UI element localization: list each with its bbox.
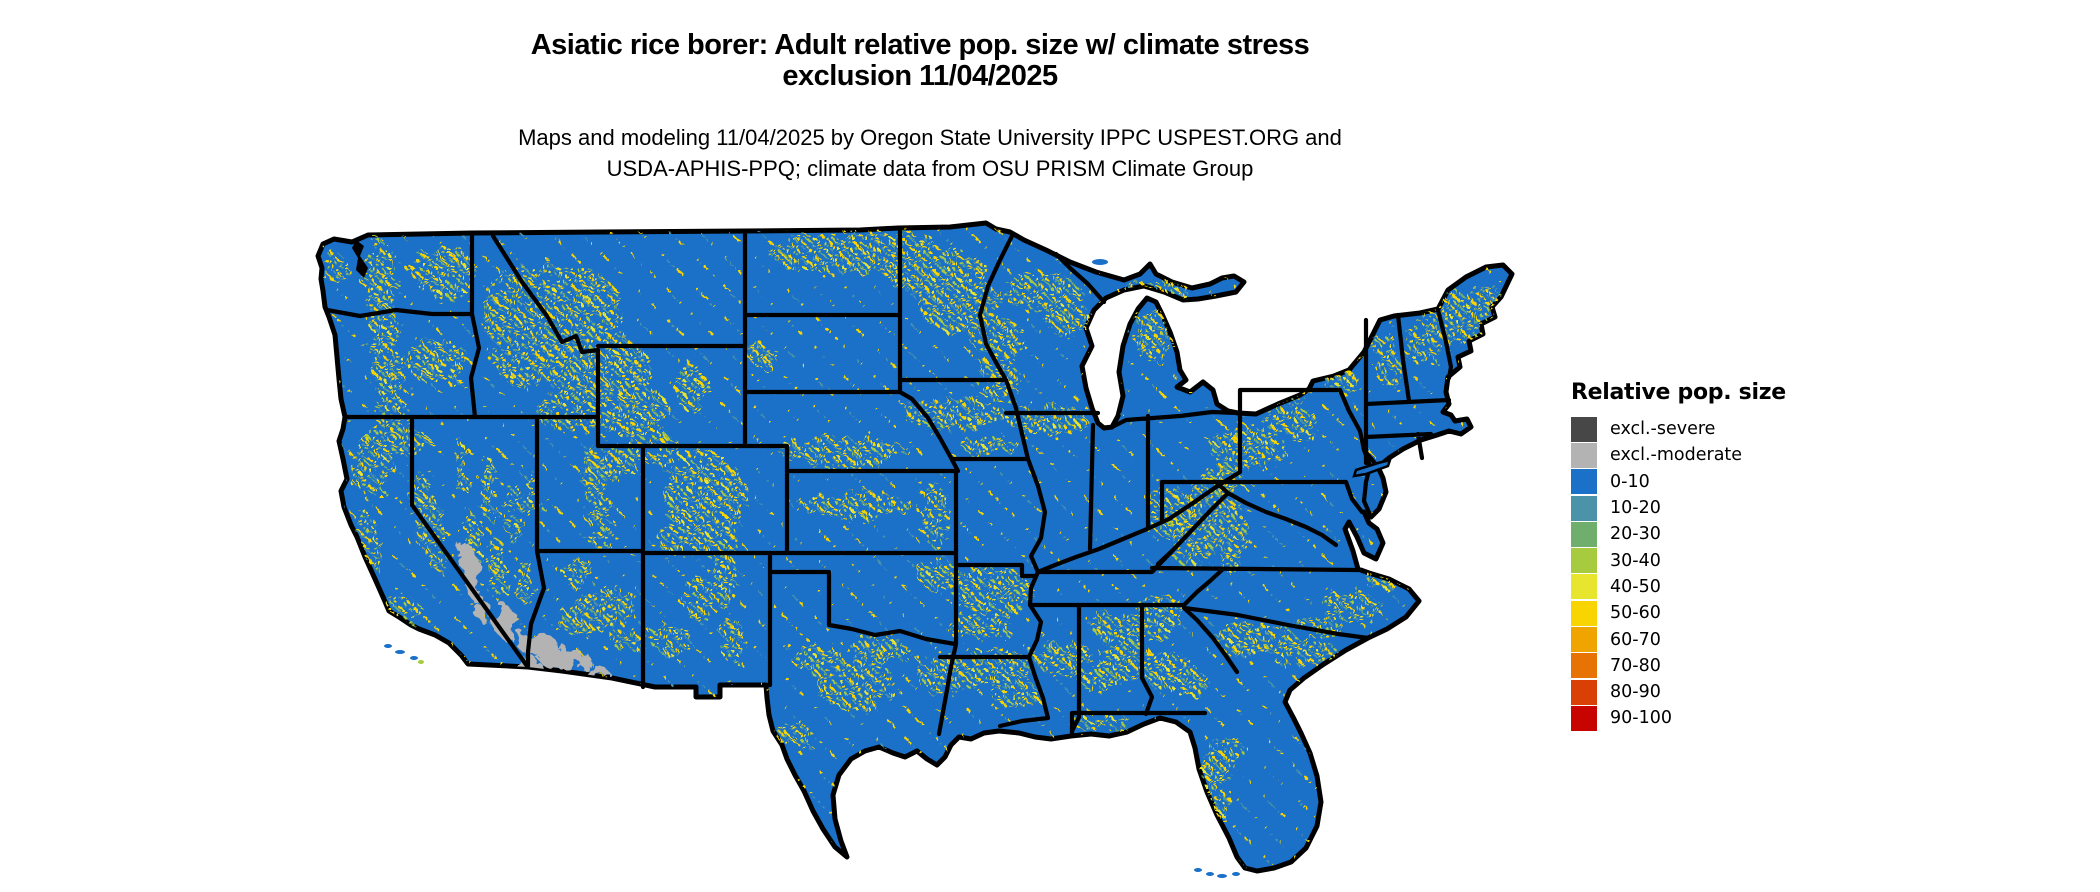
legend-item-label: 10-20 (1610, 498, 1661, 519)
legend-swatch (1571, 416, 1597, 442)
puget-sound (352, 240, 368, 278)
legend-item-label: 50-60 (1610, 603, 1661, 624)
legend-item: 20-30 (1571, 521, 1831, 547)
legend-swatch (1571, 705, 1597, 731)
long-island (1352, 458, 1392, 478)
speckle-overlay (318, 223, 1512, 871)
legend-item: 30-40 (1571, 547, 1831, 574)
legend-item: excl.-moderate (1571, 442, 1831, 468)
legend-item: 50-60 (1571, 600, 1831, 626)
legend-item: 90-100 (1571, 705, 1831, 731)
map-subtitle-line2: USDA-APHIS-PPQ; climate data from OSU PR… (606, 156, 1254, 181)
legend-swatch (1571, 495, 1597, 521)
legend-title: Relative pop. size (1571, 380, 1786, 405)
florida-keys (1194, 868, 1240, 878)
legend-swatch (1571, 521, 1597, 547)
legend-swatch (1571, 627, 1597, 653)
legend-item: excl.-severe (1571, 416, 1831, 442)
legend-item: 0-10 (1571, 469, 1831, 495)
legend-item-label: 40-50 (1610, 576, 1661, 597)
legend-item-label: 30-40 (1610, 550, 1661, 571)
legend-swatch (1571, 469, 1597, 495)
legend-items: excl.-severe excl.-moderate 0-10 10-20 20-30… (1571, 416, 1831, 732)
legend-item-label: 70-80 (1610, 655, 1661, 676)
legend-item: 70-80 (1571, 653, 1831, 679)
legend-item-label: 20-30 (1610, 524, 1661, 545)
map-title-line2: exclusion 11/04/2025 (782, 60, 1058, 92)
legend-item: 80-90 (1571, 679, 1831, 705)
legend-item-label: excl.-moderate (1610, 445, 1743, 466)
map-title: Asiatic rice borer: Adult relative pop. … (300, 30, 1540, 92)
legend-item-label: 60-70 (1610, 629, 1661, 650)
legend-swatch (1571, 679, 1597, 705)
legend-item: 10-20 (1571, 495, 1831, 521)
isle-royale (1092, 259, 1108, 265)
channel-islands (384, 644, 424, 664)
legend-item: 40-50 (1571, 574, 1831, 600)
legend-swatch (1571, 653, 1597, 679)
legend-item-label: 80-90 (1610, 682, 1661, 703)
legend-swatch (1571, 442, 1597, 468)
map-subtitle-line1: Maps and modeling 11/04/2025 by Oregon S… (518, 125, 1342, 150)
legend-item-label: excl.-severe (1610, 419, 1716, 440)
map-subtitle: Maps and modeling 11/04/2025 by Oregon S… (300, 122, 1560, 184)
state-borders (324, 228, 1454, 737)
map-title-line1: Asiatic rice borer: Adult relative pop. … (530, 29, 1310, 61)
us-population-map (300, 220, 1560, 878)
legend-swatch (1571, 548, 1597, 574)
legend-swatch (1571, 574, 1597, 600)
legend: Relative pop. size excl.-severe excl.-mod… (1571, 380, 1831, 732)
legend-swatch (1571, 600, 1597, 626)
legend-item-label: 0-10 (1610, 471, 1650, 492)
legend-item: 60-70 (1571, 626, 1831, 653)
legend-item-label: 90-100 (1610, 708, 1672, 729)
